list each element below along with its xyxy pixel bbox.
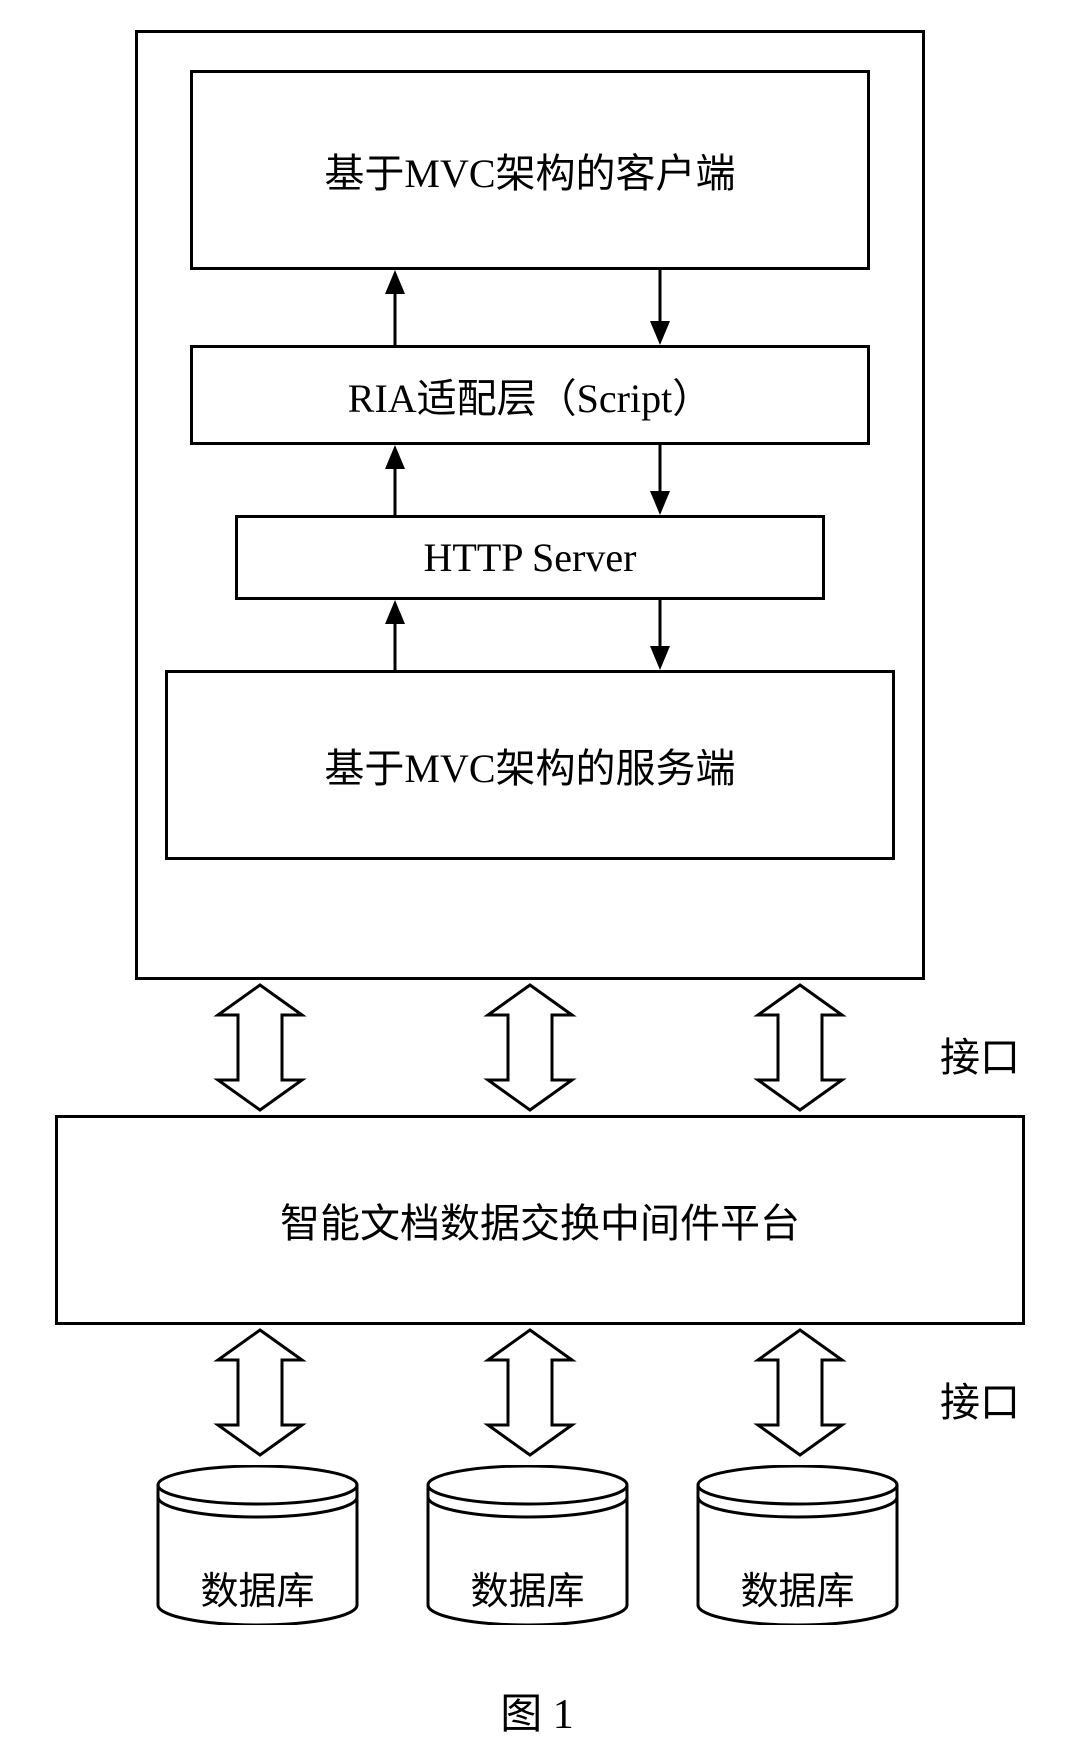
box-platform-label: 智能文档数据交换中间件平台 bbox=[280, 1191, 800, 1249]
database-1: 数据库 bbox=[155, 1465, 360, 1625]
label-interface-1: 接口 bbox=[940, 1025, 1020, 1083]
database-3-label: 数据库 bbox=[695, 1560, 900, 1615]
box-http-label: HTTP Server bbox=[424, 534, 637, 581]
box-platform: 智能文档数据交换中间件平台 bbox=[55, 1115, 1025, 1325]
box-client: 基于MVC架构的客户端 bbox=[190, 70, 870, 270]
figure-caption: 图 1 bbox=[0, 1680, 1074, 1741]
database-3: 数据库 bbox=[695, 1465, 900, 1625]
database-2: 数据库 bbox=[425, 1465, 630, 1625]
box-http: HTTP Server bbox=[235, 515, 825, 600]
label-interface-2: 接口 bbox=[940, 1370, 1020, 1428]
box-server: 基于MVC架构的服务端 bbox=[165, 670, 895, 860]
box-ria-label: RIA适配层（Script） bbox=[348, 366, 712, 424]
box-server-label: 基于MVC架构的服务端 bbox=[324, 736, 735, 794]
box-client-label: 基于MVC架构的客户端 bbox=[324, 141, 735, 199]
database-1-label: 数据库 bbox=[155, 1560, 360, 1615]
box-ria: RIA适配层（Script） bbox=[190, 345, 870, 445]
database-2-label: 数据库 bbox=[425, 1560, 630, 1615]
diagram-canvas: 基于MVC架构的客户端 RIA适配层（Script） HTTP Server 基… bbox=[0, 0, 1074, 1754]
